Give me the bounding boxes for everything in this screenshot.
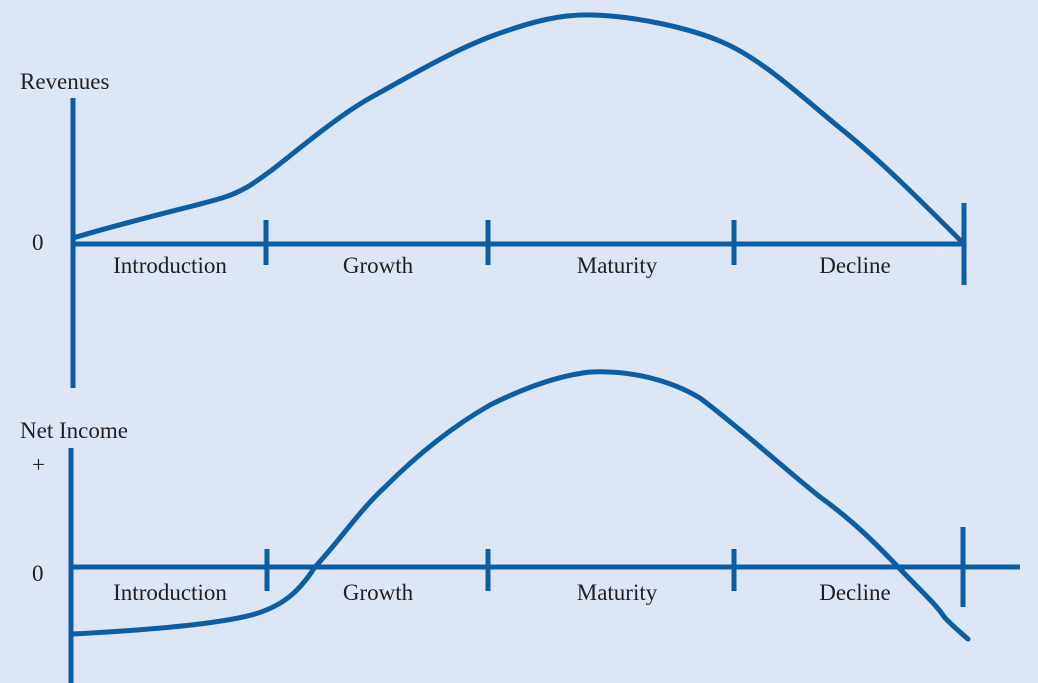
net-income-stage-growth: Growth [343, 580, 414, 605]
revenues-curve [70, 12, 967, 247]
net-income-axis-label: Net Income [20, 418, 128, 443]
net-income-curve [70, 369, 971, 642]
net-income-panel: Net Income + 0 Introduction Growth Matur… [20, 369, 1020, 683]
net-income-stage-decline: Decline [819, 580, 891, 605]
net-income-stage-maturity: Maturity [577, 580, 658, 605]
net-income-stage-introduction: Introduction [113, 580, 227, 605]
net-income-plus-label: + [32, 452, 45, 477]
revenues-axis-label: Revenues [20, 69, 109, 94]
revenues-stage-introduction: Introduction [113, 253, 227, 278]
revenues-stage-decline: Decline [819, 253, 891, 278]
revenues-stage-growth: Growth [343, 253, 414, 278]
revenues-panel: Revenues 0 Introduction Growth Maturity … [20, 12, 967, 388]
revenues-zero-label: 0 [32, 230, 44, 255]
revenues-stage-maturity: Maturity [577, 253, 658, 278]
net-income-zero-label: 0 [32, 561, 44, 586]
